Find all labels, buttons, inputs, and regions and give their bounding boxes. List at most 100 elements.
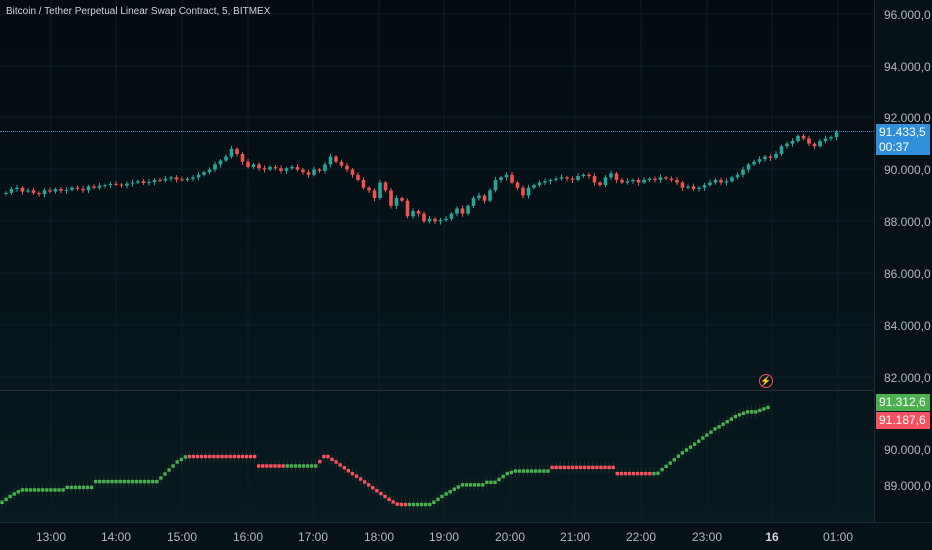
candle [4,192,8,194]
candle [713,179,718,183]
indicator-dot [607,465,611,470]
chart-title[interactable]: Bitcoin / Tether Perpetual Linear Swap C… [6,6,271,17]
candle [537,182,542,186]
indicator-dot [383,494,387,499]
indicator-dot [220,454,224,459]
indicator-dot [489,480,493,485]
candle [829,137,833,139]
time-axis[interactable]: 13:00 14:00 15:00 16:00 17:00 18:00 19:0… [0,522,932,550]
candle [757,159,762,162]
indicator-dot [619,471,624,476]
indicator-dot [122,479,126,484]
candle [405,200,410,217]
candle [559,177,564,179]
candle [570,178,575,180]
indicator-dot [697,439,701,443]
indicator-dot [212,454,216,459]
candle [752,161,756,165]
indicator-dot [187,454,192,459]
indicator-dot [477,483,481,487]
indicator-dot [228,454,232,459]
candle [477,195,481,199]
time-axis-label: 18:00 [363,530,395,544]
candle [411,211,415,217]
candle [268,166,272,170]
indicator-dot [191,454,196,459]
candle [301,169,305,173]
indicator-dot [444,492,448,496]
countdown-tag: 00:37 [876,139,930,155]
indicator-dot [705,433,709,437]
indicator-dot [130,479,135,484]
candle [592,176,597,183]
indicator-dot [32,488,37,492]
candle [543,181,547,183]
candle [807,138,811,144]
indicator-dot [562,465,566,470]
candle [213,164,217,170]
indicator-dot [509,470,514,475]
price-axis[interactable]: 96.000,0 94.000,0 92.000,0 90.000,0 88.0… [874,0,932,522]
candle [70,187,74,190]
candle [532,185,536,188]
pane-separator[interactable] [0,390,932,391]
indicator-dot [428,502,432,507]
indicator-dot [106,479,110,484]
indicator-dot [546,469,550,473]
candle [603,177,608,186]
indicator-dot [729,417,734,421]
indicator-dot [595,465,599,470]
candle [609,173,613,178]
candle [108,183,113,186]
candle [488,190,492,201]
indicator-dot [146,479,151,484]
indicator-dot [151,479,155,484]
candle [433,218,437,222]
indicator-dot [648,471,652,476]
time-axis-label: 21:00 [559,530,591,544]
candle [240,154,245,162]
candle [141,181,146,184]
indicator-dot [415,502,420,507]
candle [125,183,129,186]
candle [565,177,569,179]
indicator-dot [342,466,346,470]
candle [262,168,267,170]
lightning-icon[interactable]: ⚡ [759,374,773,388]
indicator-dot [175,460,179,464]
indicator-dot [407,502,412,507]
indicator-dot [680,451,685,455]
indicator-dot [460,483,465,487]
indicator-dot [664,464,668,469]
indicator-dot [733,414,738,419]
indicator-dot [24,488,29,492]
candle [834,132,839,138]
indicator-dot [309,464,314,468]
indicator-dot [525,469,530,473]
indicator-dot [134,479,139,484]
indicator-dot [432,500,436,504]
indicator-dot [118,479,122,484]
indicator-dot [676,454,681,458]
candle [389,190,393,206]
indicator-dot [436,497,440,502]
indicator-dot [73,485,78,490]
indicator-dot [49,488,53,492]
indicator-dot [4,497,8,502]
indicator-dot [652,471,656,476]
indicator-dot [142,479,147,484]
indicator-dot [713,427,717,431]
candle [510,174,514,183]
indicator-dot [468,483,473,487]
indicator-dot [745,410,750,414]
price-axis-label: 90.000,0 [884,163,931,177]
indicator-dot [346,469,351,473]
candle [647,178,652,180]
candle [196,174,201,178]
price-axis-label: 86.000,0 [884,267,931,281]
indicator-dot [362,480,367,484]
indicator-dot [256,464,261,468]
indicator-axis-label: 89.000,0 [884,479,931,493]
indicator-dot [126,479,131,484]
time-axis-label: 15:00 [166,530,198,544]
